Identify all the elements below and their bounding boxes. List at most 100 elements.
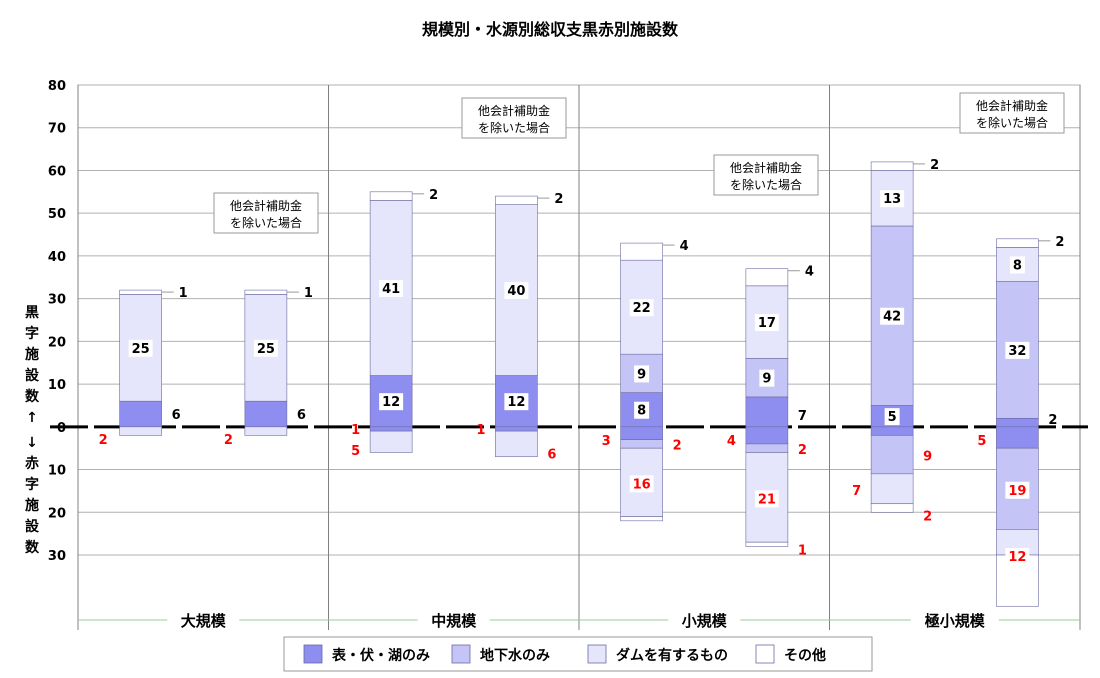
data-label: 5 bbox=[888, 410, 897, 425]
data-label: 6 bbox=[547, 448, 556, 463]
y-axis-label-black: ↑ bbox=[26, 410, 38, 426]
note-box bbox=[713, 154, 819, 196]
data-label: 1 bbox=[179, 286, 188, 301]
data-label-bg bbox=[1009, 256, 1025, 274]
data-label: 13 bbox=[883, 192, 901, 207]
bar-segment bbox=[870, 503, 914, 513]
data-label: 7 bbox=[798, 409, 807, 424]
notes: 他会計補助金を除いた場合他会計補助金を除いた場合他会計補助金を除いた場合他会計補… bbox=[213, 92, 1065, 234]
y-axis-label-red: 赤 bbox=[25, 456, 39, 472]
group-label-bg bbox=[167, 609, 240, 631]
y-tick-label: 20 bbox=[48, 506, 66, 521]
data-label-bg bbox=[634, 401, 650, 419]
bar-segment bbox=[620, 439, 663, 449]
data-label: 41 bbox=[382, 282, 400, 297]
note-line: を除いた場合 bbox=[730, 177, 802, 192]
bar-segment bbox=[996, 426, 1039, 449]
data-label-bg bbox=[884, 408, 900, 426]
data-label-bg bbox=[128, 339, 153, 357]
data-label-bg bbox=[1005, 481, 1030, 499]
bar-segment bbox=[620, 516, 663, 522]
legend-swatch bbox=[587, 644, 607, 664]
data-label: 2 bbox=[554, 192, 563, 207]
data-label: 7 bbox=[852, 484, 861, 499]
data-label: 21 bbox=[758, 492, 776, 507]
y-axis-label-red: 設 bbox=[25, 518, 40, 535]
data-label-bg bbox=[880, 307, 905, 325]
bar-segment bbox=[996, 238, 1039, 248]
note-line: 他会計補助金 bbox=[478, 103, 550, 118]
group-label-bg bbox=[910, 609, 999, 631]
legend-label: 表・伏・湖のみ bbox=[331, 647, 430, 664]
data-label: 2 bbox=[930, 158, 939, 173]
y-tick-label: 10 bbox=[48, 378, 66, 393]
y-axis-label-black: 字 bbox=[25, 325, 39, 342]
data-label: 1 bbox=[476, 423, 485, 438]
note-line: を除いた場合 bbox=[976, 115, 1048, 130]
data-label: 25 bbox=[257, 342, 275, 357]
y-tick-label: 20 bbox=[48, 335, 66, 350]
bar-segment bbox=[870, 161, 914, 171]
data-label-bg bbox=[379, 393, 404, 411]
note-box bbox=[959, 92, 1065, 134]
bar-segment bbox=[369, 191, 413, 201]
y-axis-label-black: 施 bbox=[25, 346, 39, 363]
data-label-bg bbox=[504, 282, 529, 300]
y-axis-label-red: ↓ bbox=[26, 435, 38, 451]
data-label-bg bbox=[379, 279, 404, 297]
data-label: 12 bbox=[1008, 550, 1026, 565]
legend-swatch bbox=[755, 644, 775, 664]
data-label: 8 bbox=[1013, 258, 1022, 273]
bar-segment bbox=[745, 268, 789, 287]
data-label: 2 bbox=[1048, 413, 1057, 428]
note-line: 他会計補助金 bbox=[976, 98, 1048, 113]
y-axis-label-black: 設 bbox=[25, 367, 40, 384]
y-tick-label: 50 bbox=[48, 207, 66, 222]
bar-segment bbox=[620, 426, 663, 440]
data-label-bg bbox=[634, 365, 650, 383]
data-label: 1 bbox=[798, 543, 807, 558]
group-label: 極小規模 bbox=[924, 612, 986, 630]
data-label: 3 bbox=[602, 434, 611, 449]
note-box bbox=[213, 192, 319, 234]
bar-segment bbox=[745, 443, 789, 453]
chart-title: 規模別・水源別総収支黒赤別施設数 bbox=[422, 20, 679, 39]
note-line: を除いた場合 bbox=[478, 120, 550, 135]
data-label: 16 bbox=[633, 477, 651, 492]
group-label-bg bbox=[417, 609, 490, 631]
y-axis-label-red: 字 bbox=[25, 476, 39, 493]
data-label-bg bbox=[759, 369, 775, 387]
data-label: 9 bbox=[923, 450, 932, 465]
bar-segment bbox=[495, 426, 538, 432]
data-label: 1 bbox=[351, 423, 360, 438]
bar-segment bbox=[369, 430, 413, 453]
data-label: 4 bbox=[727, 434, 736, 449]
bar-segment bbox=[745, 396, 789, 428]
y-tick-label: 10 bbox=[48, 464, 66, 479]
note-line: 他会計補助金 bbox=[730, 160, 802, 175]
legend-swatch bbox=[451, 644, 471, 664]
y-tick-label: 80 bbox=[48, 79, 66, 94]
data-label: 6 bbox=[172, 408, 181, 423]
bar-segment bbox=[495, 430, 538, 458]
bar-segment bbox=[119, 289, 162, 295]
note-line: を除いた場合 bbox=[230, 215, 302, 230]
group-label-bg bbox=[668, 609, 741, 631]
data-label: 2 bbox=[429, 188, 438, 203]
bar-segment bbox=[870, 473, 914, 505]
data-label: 2 bbox=[673, 439, 682, 454]
data-label: 22 bbox=[633, 301, 651, 316]
bar-segment bbox=[996, 417, 1039, 428]
bar-segment bbox=[745, 426, 789, 445]
data-label: 42 bbox=[883, 310, 901, 325]
y-tick-label: 40 bbox=[48, 250, 66, 265]
legend-label: 地下水のみ bbox=[480, 647, 550, 664]
data-label: 4 bbox=[805, 265, 814, 280]
group-label: 中規模 bbox=[431, 612, 477, 630]
data-label: 19 bbox=[1008, 484, 1026, 499]
data-label: 5 bbox=[977, 434, 986, 449]
y-tick-label: 60 bbox=[48, 164, 66, 179]
data-label: 12 bbox=[507, 395, 525, 410]
data-label: 32 bbox=[1008, 344, 1026, 359]
